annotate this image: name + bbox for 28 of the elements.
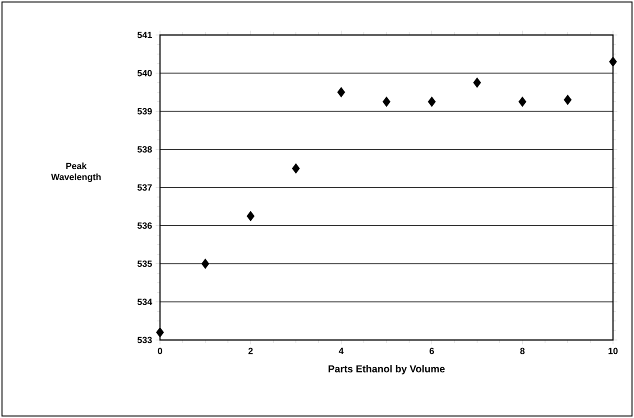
x-tick-label: 4 — [338, 348, 344, 354]
y-tick-label: 534 — [137, 298, 152, 306]
x-tick-label: 10 — [608, 348, 618, 354]
y-tick-label: 538 — [137, 146, 152, 153]
point — [473, 77, 482, 88]
point — [337, 86, 346, 98]
y-axis-title: Peak Wavelength — [51, 162, 101, 182]
x-axis-title: Parts Ethanol by Volume — [328, 365, 445, 374]
point — [382, 96, 390, 107]
x-tick-label: 6 — [430, 348, 434, 354]
point — [246, 210, 255, 222]
point — [609, 56, 617, 67]
y-tick-label: 540 — [137, 70, 152, 76]
x-tick-label: 2 — [248, 348, 253, 354]
y-tick-label: 539 — [137, 108, 152, 114]
y-tick-label: 536 — [137, 222, 152, 229]
point — [156, 327, 164, 338]
y-tick-label: 533 — [137, 336, 152, 344]
y-tick-label: 541 — [137, 32, 152, 38]
point — [292, 163, 300, 174]
point — [518, 96, 526, 107]
point — [428, 96, 436, 107]
point — [201, 258, 210, 269]
y-tick-label: 535 — [137, 260, 152, 267]
point — [564, 94, 572, 106]
x-tick-label: 0 — [158, 348, 162, 354]
x-tick-label: 8 — [520, 348, 525, 354]
y-tick-label: 537 — [137, 184, 152, 191]
